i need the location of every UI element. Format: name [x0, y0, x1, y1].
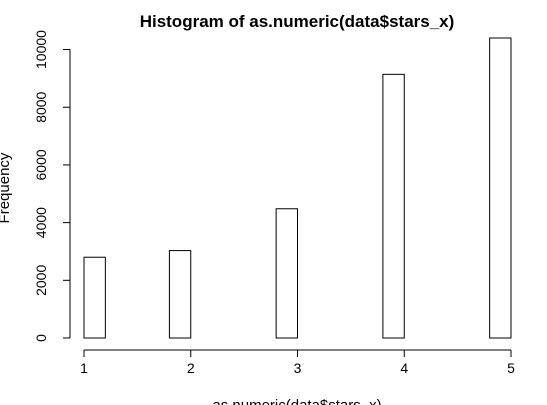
- chart-title: Histogram of as.numeric(data$stars_x): [140, 12, 455, 31]
- x-tick-label-3: 4: [400, 360, 408, 376]
- x-axis-label: as.numeric(data$stars_x): [212, 397, 381, 405]
- x-tick-label-2: 3: [294, 360, 302, 376]
- histogram-bar-9: [275, 208, 298, 339]
- y-tick-label-5: 10000: [33, 30, 49, 69]
- histogram-bar-0: [83, 256, 106, 339]
- y-tick-label-1: 2000: [33, 265, 49, 296]
- histogram-bar-19: [489, 37, 512, 339]
- y-tick-label-3: 6000: [33, 149, 49, 180]
- y-tick-label-0: 0: [33, 334, 49, 342]
- y-axis-label: Frequency: [0, 152, 13, 223]
- histogram-bar-4: [168, 250, 192, 339]
- y-tick-label-4: 8000: [33, 91, 49, 122]
- histogram-bar-14: [382, 73, 405, 339]
- x-tick-label-1: 2: [187, 360, 195, 376]
- x-tick-label-0: 1: [80, 360, 88, 376]
- y-axis: 0 2000 4000 6000 8000 10000: [33, 30, 71, 342]
- x-tick-label-4: 5: [507, 360, 515, 376]
- bars-layer: [83, 37, 512, 339]
- y-tick-label-2: 4000: [33, 207, 49, 238]
- x-axis: 1 2 3 4 5: [80, 349, 515, 376]
